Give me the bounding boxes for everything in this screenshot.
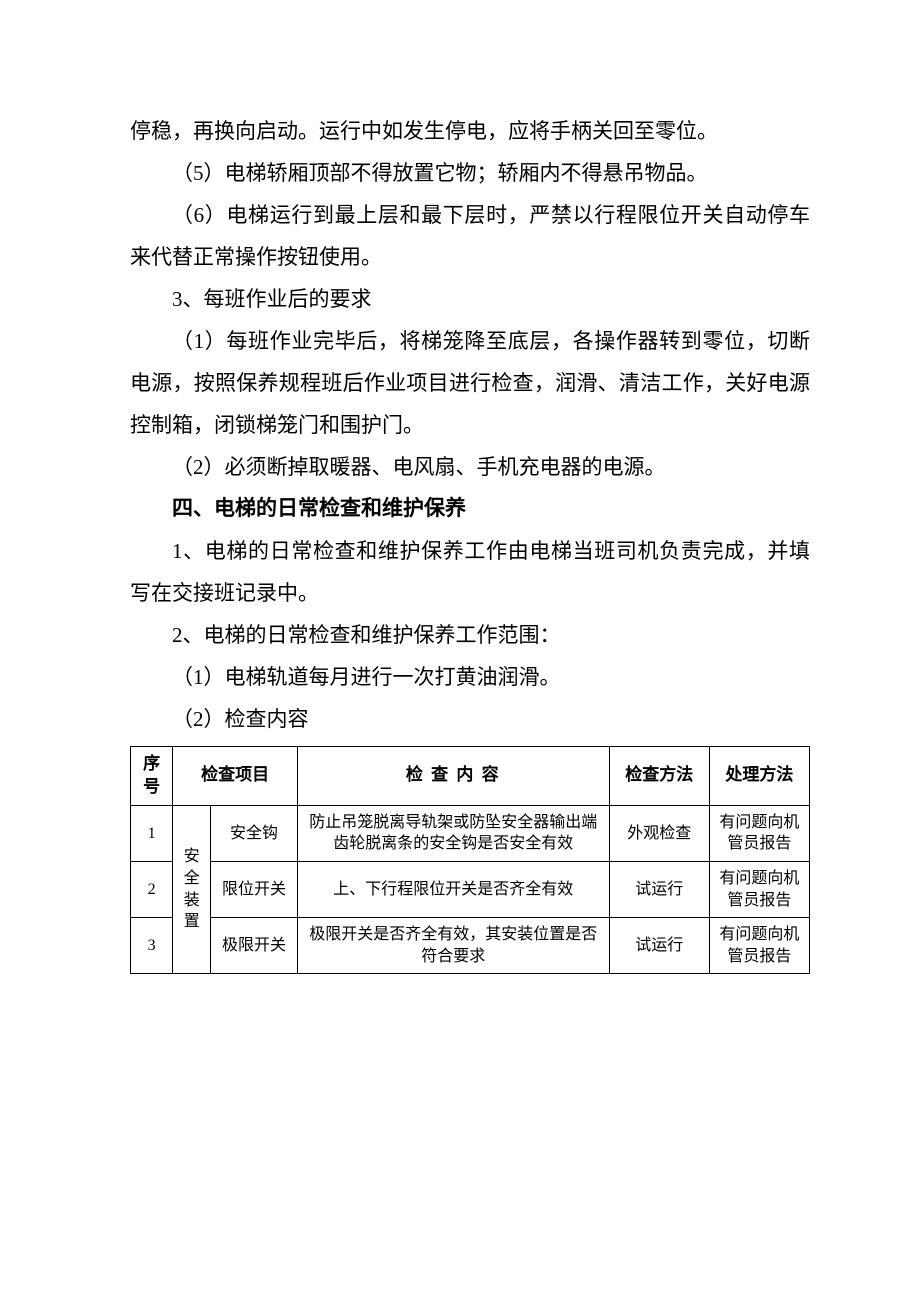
table-row: 1 安全装置 安全钩 防止吊笼脱离导轨架或防坠安全器输出端齿轮脱离条的安全钩是否… [131, 805, 810, 861]
cell-handle: 有问题向机管员报告 [709, 862, 809, 918]
paragraph-section-3: 3、每班作业后的要求 [130, 278, 810, 320]
cell-idx: 1 [131, 805, 173, 861]
paragraph-3-1: （1）每班作业完毕后，将梯笼降至底层，各操作器转到零位，切断电源，按照保养规程班… [130, 320, 810, 446]
cell-idx: 2 [131, 862, 173, 918]
cell-handle: 有问题向机管员报告 [709, 805, 809, 861]
paragraph-item-6: （6）电梯运行到最上层和最下层时，严禁以行程限位开关自动停车来代替正常操作按钮使… [130, 194, 810, 278]
paragraph-3-2: （2）必须断掉取暖器、电风扇、手机充电器的电源。 [130, 446, 810, 488]
inspection-table: 序号 检查项目 检 查 内 容 检查方法 处理方法 1 安全装置 安全钩 防止吊… [130, 746, 810, 974]
cell-method: 试运行 [609, 862, 709, 918]
paragraph-4-2: 2、电梯的日常检查和维护保养工作范围： [130, 614, 810, 656]
paragraph-item-5: （5）电梯轿厢顶部不得放置它物；轿厢内不得悬吊物品。 [130, 152, 810, 194]
cell-item: 极限开关 [211, 918, 298, 974]
th-item: 检查项目 [173, 747, 298, 806]
paragraph-4-1: 1、电梯的日常检查和维护保养工作由电梯当班司机负责完成，并填写在交接班记录中。 [130, 530, 810, 614]
cell-content: 上、下行程限位开关是否齐全有效 [297, 862, 609, 918]
th-content: 检 查 内 容 [297, 747, 609, 806]
table-row: 2 限位开关 上、下行程限位开关是否齐全有效 试运行 有问题向机管员报告 [131, 862, 810, 918]
cell-item: 限位开关 [211, 862, 298, 918]
paragraph-4-2-2: （2）检查内容 [130, 698, 810, 740]
table-header-row: 序号 检查项目 检 查 内 容 检查方法 处理方法 [131, 747, 810, 806]
cell-method: 外观检查 [609, 805, 709, 861]
cell-item: 安全钩 [211, 805, 298, 861]
cell-idx: 3 [131, 918, 173, 974]
table-row: 3 极限开关 极限开关是否齐全有效，其安装位置是否符合要求 试运行 有问题向机管… [131, 918, 810, 974]
heading-section-4: 四、电梯的日常检查和维护保养 [130, 488, 810, 530]
cell-handle: 有问题向机管员报告 [709, 918, 809, 974]
cell-content: 防止吊笼脱离导轨架或防坠安全器输出端齿轮脱离条的安全钩是否安全有效 [297, 805, 609, 861]
th-index: 序号 [131, 747, 173, 806]
cell-method: 试运行 [609, 918, 709, 974]
paragraph-4-2-1: （1）电梯轨道每月进行一次打黄油润滑。 [130, 656, 810, 698]
th-method: 检查方法 [609, 747, 709, 806]
cell-content: 极限开关是否齐全有效，其安装位置是否符合要求 [297, 918, 609, 974]
paragraph-continuation: 停稳，再换向启动。运行中如发生停电，应将手柄关回至零位。 [130, 110, 810, 152]
th-handle: 处理方法 [709, 747, 809, 806]
document-page: 停稳，再换向启动。运行中如发生停电，应将手柄关回至零位。 （5）电梯轿厢顶部不得… [0, 0, 920, 1302]
cell-category: 安全装置 [173, 805, 211, 974]
